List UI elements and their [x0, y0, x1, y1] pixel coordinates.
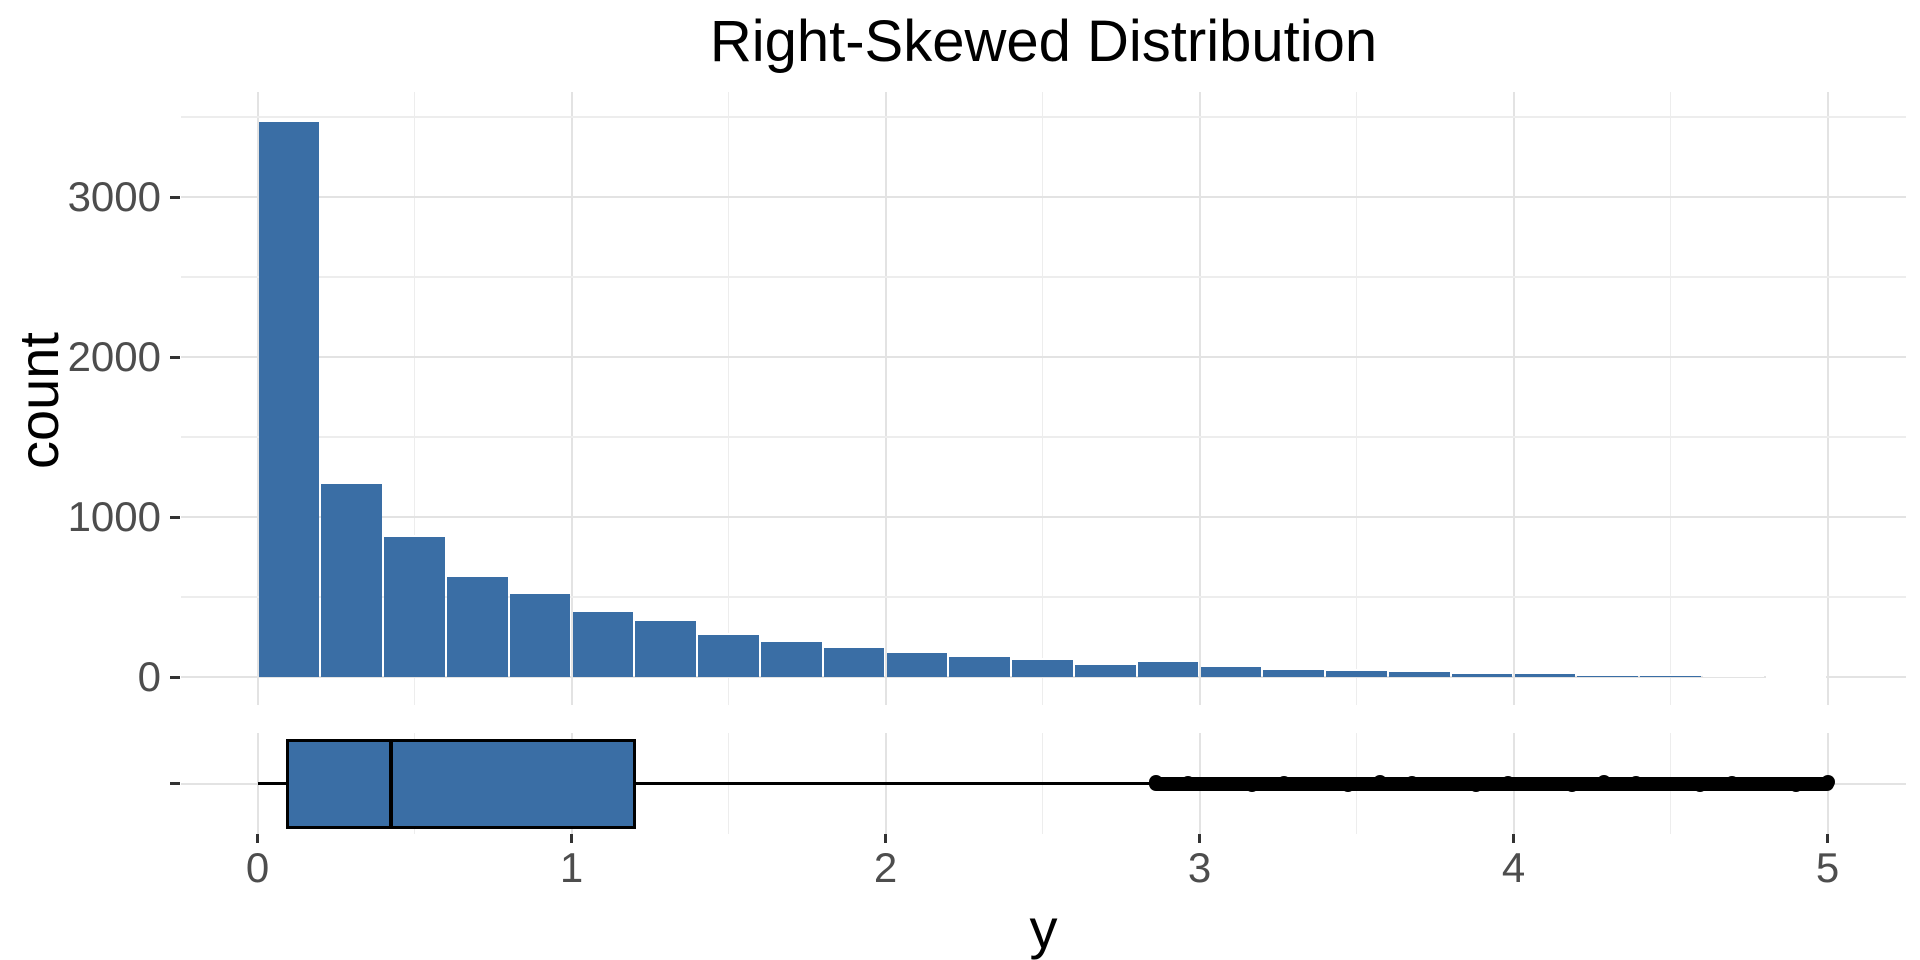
gridline-y-major	[181, 516, 1906, 518]
box-category-tick	[170, 782, 180, 785]
gridline-x-major	[1198, 92, 1201, 705]
boxplot-median-line	[388, 739, 393, 829]
x-axis-tick	[884, 834, 887, 843]
gridline-x-minor	[1355, 92, 1358, 705]
boxplot-outlier-point	[1724, 775, 1739, 790]
x-axis-tick	[1198, 834, 1201, 843]
histogram-bar	[446, 575, 508, 677]
boxplot-outlier-point	[1340, 777, 1355, 792]
boxplot-outlier-point	[1372, 775, 1387, 789]
gridline-y-minor	[181, 276, 1906, 278]
y-tick-label: 0	[137, 653, 161, 700]
histogram-bar	[886, 650, 948, 677]
boxplot-outlier-point	[1244, 778, 1259, 792]
boxplot-outlier-point	[1564, 777, 1579, 792]
boxplot-upper-whisker	[635, 782, 1153, 785]
gridline-y-major	[181, 356, 1906, 358]
histogram-bar	[1388, 669, 1450, 677]
gridline-x-major	[256, 92, 259, 705]
boxplot-outlier-point	[1596, 775, 1611, 789]
gridline-x-major	[570, 92, 573, 705]
histogram-bar	[1640, 674, 1701, 677]
y-tick-label: 3000	[67, 173, 161, 220]
histogram-bar	[1577, 674, 1639, 677]
x-axis-tick	[1512, 834, 1515, 843]
boxplot-outlier-point	[1756, 776, 1771, 791]
histogram-bar	[258, 120, 320, 677]
histogram-bar	[321, 481, 383, 677]
y-axis-title: count	[7, 0, 70, 960]
histogram-bar	[1137, 659, 1199, 677]
boxplot-outlier-point	[1180, 776, 1195, 790]
boxplot-outlier-point	[1276, 775, 1291, 790]
boxplot-outlier-point	[1820, 775, 1835, 789]
x-tick-label: 1	[559, 844, 584, 891]
histogram-bar	[1012, 657, 1073, 677]
boxplot-outlier-point	[1500, 775, 1515, 790]
boxplot-outlier-point	[1692, 778, 1707, 792]
x-tick-label: 4	[1501, 844, 1526, 891]
boxplot-box	[285, 739, 636, 829]
gridline-y-minor	[181, 116, 1906, 118]
boxplot-outlier-point	[1436, 777, 1451, 791]
y-tick-label: 1000	[67, 493, 161, 540]
boxplot-outlier-point	[1212, 777, 1227, 791]
histogram-bar	[1200, 665, 1262, 677]
y-tick-label: 2000	[67, 333, 161, 380]
boxplot-outlier-point	[1148, 775, 1163, 789]
histogram-bar	[1765, 675, 1827, 678]
histogram-bar	[1263, 668, 1325, 677]
histogram-bar	[1074, 662, 1136, 677]
histogram-bar	[1326, 669, 1387, 677]
histogram-bar	[635, 618, 697, 677]
boxplot-outlier-point	[1404, 776, 1419, 790]
histogram-bar	[572, 610, 634, 677]
boxplot-outlier-point	[1532, 776, 1547, 791]
histogram-bar	[823, 646, 885, 677]
boxplot-outlier-point	[1628, 776, 1643, 790]
y-axis-tick	[170, 515, 180, 519]
boxplot-outlier-point	[1308, 776, 1323, 791]
y-axis-tick	[170, 195, 180, 199]
x-tick-label: 0	[245, 844, 270, 891]
histogram-bar	[698, 632, 759, 677]
histogram-bar	[1514, 671, 1576, 677]
x-tick-label: 3	[1187, 844, 1212, 891]
gridline-x-major	[1512, 92, 1515, 705]
gridline-x-major	[884, 92, 887, 705]
gridline-x-minor	[413, 92, 416, 705]
x-axis-tick	[570, 834, 573, 843]
gridline-y-minor	[181, 596, 1906, 598]
gridline-y-minor	[181, 436, 1906, 438]
histogram-bar	[1451, 672, 1513, 677]
x-tick-label: 5	[1815, 844, 1840, 891]
histogram-bar	[509, 592, 571, 677]
boxplot-lower-whisker	[257, 782, 286, 785]
gridline-y-major	[181, 196, 1906, 198]
gridline-x-minor	[727, 92, 730, 705]
boxplot-outlier-point	[1660, 777, 1675, 791]
x-axis-tick	[256, 834, 259, 843]
histogram-bar	[384, 535, 445, 677]
gridline-y-major	[181, 676, 1906, 678]
histogram-bar	[760, 640, 822, 677]
x-tick-label: 2	[873, 844, 898, 891]
y-axis-tick	[170, 355, 180, 359]
histogram-bar	[1702, 675, 1764, 678]
boxplot-outlier-point	[1788, 777, 1803, 792]
plot-title: Right-Skewed Distribution	[709, 9, 1378, 74]
gridline-x-major	[1826, 92, 1829, 705]
x-axis-tick	[1826, 834, 1829, 843]
x-axis-title: y	[1029, 897, 1058, 960]
histogram-bar	[949, 655, 1011, 677]
gridline-x-minor	[1041, 92, 1044, 705]
y-axis-tick	[170, 675, 180, 679]
gridline-x-minor	[1669, 92, 1672, 705]
boxplot-outlier-point	[1468, 778, 1483, 792]
